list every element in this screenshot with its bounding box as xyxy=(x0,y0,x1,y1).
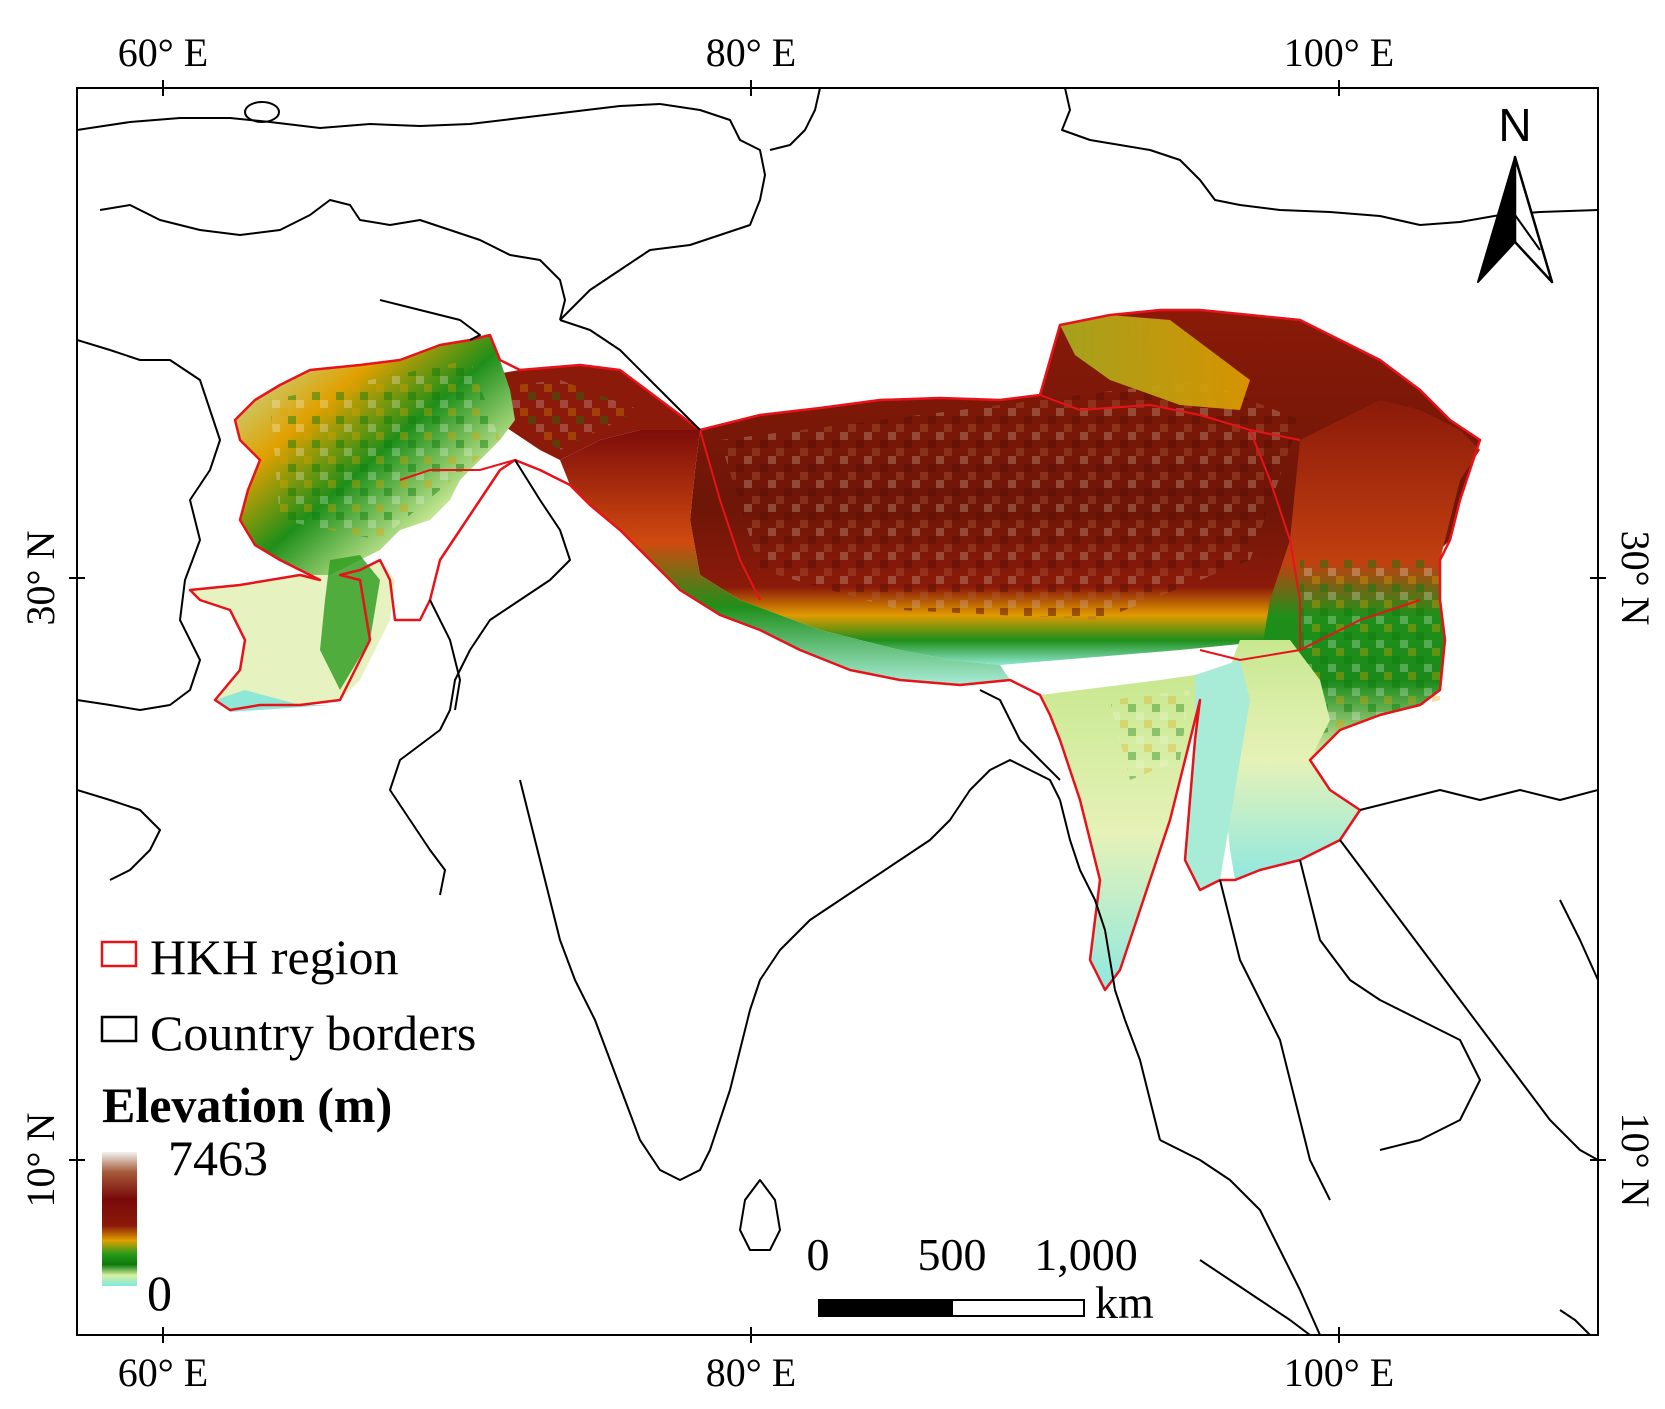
scale-label-500: 500 xyxy=(918,1229,987,1280)
scale-label-1000: 1,000 xyxy=(1034,1229,1138,1280)
legend-hkh-label: HKH region xyxy=(150,929,399,985)
left-lat-label-10: 10° N xyxy=(18,1113,63,1208)
north-label: N xyxy=(1498,99,1531,151)
scale-label-0: 0 xyxy=(807,1229,830,1280)
hkh-region-outline xyxy=(188,308,1482,992)
scale-bar: 0 500 1,000 km xyxy=(807,1229,1155,1328)
scale-unit-label: km xyxy=(1095,1277,1154,1328)
left-lat-label-30: 30° N xyxy=(18,531,63,626)
bottom-axis: 60° E 80° E 100° E xyxy=(118,1327,1394,1395)
colorbar-max-label: 7463 xyxy=(168,1130,268,1186)
country-borders xyxy=(77,88,1598,1335)
left-axis: 30° N 10° N xyxy=(18,531,85,1208)
right-lat-label-30: 30° N xyxy=(1613,531,1658,626)
bottom-lon-label-80: 80° E xyxy=(706,1350,796,1395)
legend-country-swatch xyxy=(100,1015,138,1043)
colorbar-title: Elevation (m) xyxy=(102,1077,392,1133)
bottom-lon-label-100: 100° E xyxy=(1284,1350,1394,1395)
legend: HKH region Country borders Elevation (m)… xyxy=(100,929,476,1321)
colorbar-min-label: 0 xyxy=(147,1265,172,1321)
legend-hkh-swatch xyxy=(100,940,138,968)
top-axis: 60° E 80° E 100° E xyxy=(118,30,1394,96)
legend-country-label: Country borders xyxy=(150,1005,476,1061)
right-lat-label-10: 10° N xyxy=(1613,1113,1658,1208)
top-lon-label-80: 80° E xyxy=(706,30,796,75)
elevation-colorbar xyxy=(102,1152,137,1286)
right-axis: 30° N 10° N xyxy=(1590,531,1658,1208)
top-lon-label-60: 60° E xyxy=(118,30,208,75)
north-arrow: N xyxy=(1477,99,1554,284)
bottom-lon-label-60: 60° E xyxy=(118,1350,208,1395)
north-arrow-icon xyxy=(1477,155,1554,284)
elevation-raster xyxy=(190,310,1480,990)
top-lon-label-100: 100° E xyxy=(1284,30,1394,75)
